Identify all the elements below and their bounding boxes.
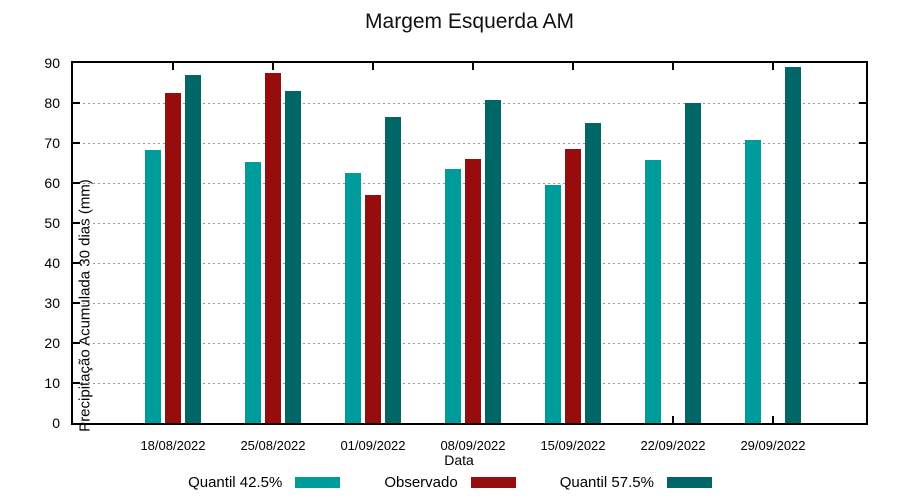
y-tick-mark (73, 182, 80, 184)
bar (745, 140, 761, 423)
x-tick-mark (572, 63, 574, 70)
bar (685, 103, 701, 423)
gridline (73, 142, 866, 144)
y-tick-label: 90 (44, 55, 60, 71)
bar (565, 149, 581, 423)
x-tick-label: 08/09/2022 (440, 438, 506, 453)
bar (265, 73, 281, 423)
y-tick-mark (859, 262, 866, 264)
y-tick-label: 30 (44, 295, 60, 311)
legend-swatch (295, 477, 341, 488)
x-tick-mark (672, 416, 674, 423)
x-tick-mark (772, 63, 774, 70)
chart-legend: Quantil 42.5% Observado Quantil 57.5% (0, 474, 900, 491)
x-tick-label: 18/08/2022 (140, 438, 206, 453)
bar (185, 75, 201, 423)
bar (645, 160, 661, 423)
y-tick-label: 60 (44, 175, 60, 191)
y-tick-mark (73, 222, 80, 224)
legend-label: Observado (384, 474, 458, 491)
y-tick-label: 70 (44, 135, 60, 151)
gridline (73, 102, 866, 104)
y-tick-label: 80 (44, 95, 60, 111)
bar (365, 195, 381, 423)
x-tick-mark (172, 63, 174, 70)
y-tick-mark (859, 222, 866, 224)
y-tick-mark (859, 142, 866, 144)
y-tick-mark (73, 142, 80, 144)
y-tick-mark (73, 382, 80, 384)
x-tick-label: 15/09/2022 (540, 438, 606, 453)
x-tick-mark (272, 63, 274, 70)
x-tick-label: 22/09/2022 (640, 438, 706, 453)
legend-label: Quantil 57.5% (559, 474, 654, 491)
x-axis-title: Data (444, 452, 474, 468)
x-tick-mark (372, 63, 374, 70)
y-tick-label: 40 (44, 255, 60, 271)
chart-title: Margem Esquerda AM (365, 10, 574, 33)
bar (385, 117, 401, 423)
y-tick-mark (859, 342, 866, 344)
legend-item: Quantil 57.5% (560, 474, 712, 491)
bar (285, 91, 301, 423)
x-tick-mark (472, 63, 474, 70)
y-axis-title: Precipitação Acumulada 30 dias (mm) (76, 179, 94, 432)
bar (245, 162, 261, 423)
y-tick-mark (859, 102, 866, 104)
legend-swatch (470, 477, 516, 488)
y-tick-mark (859, 382, 866, 384)
plot-area: Precipitação Acumulada 30 dias (mm) (71, 61, 868, 432)
legend-label: Quantil 42.5% (188, 474, 283, 491)
y-tick-label: 50 (44, 215, 60, 231)
bar (145, 149, 161, 423)
y-tick-mark (73, 342, 80, 344)
bar (485, 100, 501, 423)
bar (585, 123, 601, 423)
x-tick-label: 29/09/2022 (740, 438, 806, 453)
legend-swatch (666, 477, 712, 488)
y-tick-mark (73, 262, 80, 264)
x-tick-mark (672, 63, 674, 70)
bar (465, 159, 481, 423)
y-tick-mark (859, 302, 866, 304)
legend-item: Quantil 42.5% (188, 474, 341, 491)
legend-item: Observado (384, 474, 516, 491)
bar (445, 169, 461, 423)
bar (785, 67, 801, 423)
y-tick-label: 10 (44, 375, 60, 391)
y-tick-mark (859, 182, 866, 184)
bar (165, 93, 181, 423)
x-tick-mark (772, 416, 774, 423)
bar (545, 185, 561, 423)
bar (345, 173, 361, 423)
y-tick-label: 0 (52, 415, 60, 431)
x-tick-label: 25/08/2022 (240, 438, 306, 453)
x-tick-label: 01/09/2022 (340, 438, 406, 453)
y-tick-mark (73, 102, 80, 104)
y-tick-label: 20 (44, 335, 60, 351)
y-tick-mark (73, 302, 80, 304)
